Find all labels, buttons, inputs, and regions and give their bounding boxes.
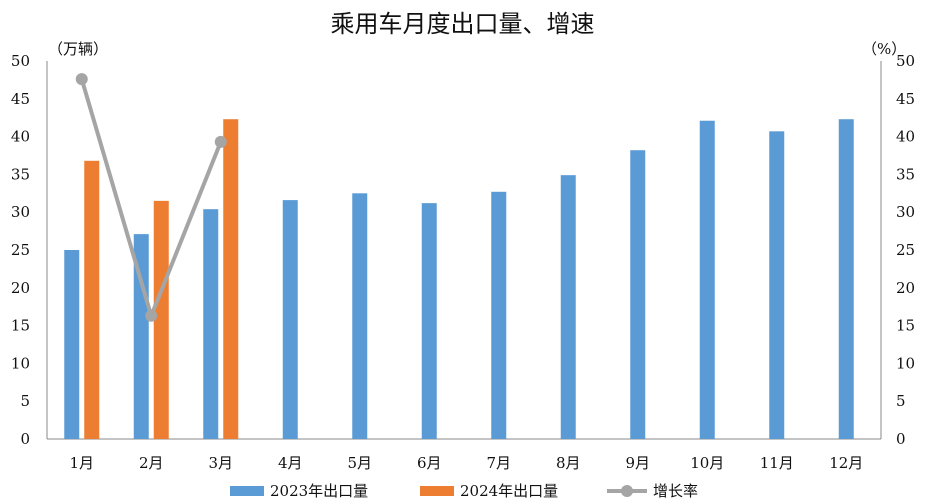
left-axis-unit: （万辆）	[48, 40, 109, 58]
chart-title: 乘用车月度出口量、增速	[330, 10, 595, 38]
legend-swatch-2023	[230, 485, 264, 496]
y-tick-label-right: 40	[896, 128, 915, 146]
right-axis-unit: （%）	[862, 40, 907, 58]
bar-2023	[203, 209, 219, 439]
bar-2023	[282, 200, 298, 439]
bar-2023	[838, 119, 854, 439]
x-tick-label: 6月	[417, 454, 442, 472]
x-tick-label: 5月	[347, 454, 372, 472]
y-tick-label-left: 15	[11, 317, 30, 335]
bar-2024	[153, 200, 169, 439]
legend-swatch-growth	[607, 484, 647, 497]
x-tick-label: 10月	[690, 454, 724, 472]
x-tick-label: 7月	[486, 454, 511, 472]
x-tick-label: 1月	[69, 454, 94, 472]
y-tick-label-right: 30	[896, 203, 915, 221]
y-tick-label-right: 5	[896, 392, 906, 410]
y-tick-label-left: 20	[11, 279, 30, 297]
y-tick-label-right: 10	[896, 354, 915, 372]
x-tick-label: 8月	[556, 454, 581, 472]
x-tick-label: 11月	[760, 454, 794, 472]
legend-swatch-2024	[420, 485, 454, 496]
legend-label-growth: 增长率	[653, 482, 699, 500]
bar-2024	[223, 119, 239, 439]
legend-label-2024: 2024年出口量	[460, 482, 559, 500]
bar-2023	[64, 250, 80, 439]
bar-2023	[769, 131, 785, 440]
x-tick-label: 9月	[625, 454, 650, 472]
y-tick-label-left: 35	[11, 165, 30, 183]
x-tick-label: 4月	[278, 454, 303, 472]
y-tick-label-left: 5	[20, 392, 30, 410]
growth-point	[145, 309, 158, 322]
y-tick-label-right: 50	[896, 52, 915, 70]
growth-point	[214, 135, 227, 148]
y-tick-label-left: 40	[11, 128, 30, 146]
growth-point	[75, 73, 88, 86]
y-tick-label-left: 50	[11, 52, 30, 70]
y-tick-label-right: 0	[896, 430, 906, 448]
bar-2023	[560, 175, 576, 439]
y-tick-label-left: 0	[20, 430, 30, 448]
legend-item-growth: 增长率	[607, 480, 698, 501]
y-tick-label-left: 45	[11, 90, 30, 108]
growth-line	[79, 78, 223, 318]
x-tick-label: 12月	[829, 454, 863, 472]
y-tick-label-right: 20	[896, 279, 915, 297]
legend-item-2023: 2023年出口量	[230, 480, 368, 501]
x-tick-label: 2月	[139, 454, 164, 472]
legend: 2023年出口量 2024年出口量 增长率	[0, 480, 925, 502]
y-tick-label-right: 25	[896, 241, 915, 259]
x-tick-label: 3月	[208, 454, 233, 472]
bar-2023	[133, 234, 149, 439]
y-tick-label-left: 10	[11, 354, 30, 372]
bar-2024	[84, 160, 100, 440]
y-tick-label-right: 35	[896, 165, 915, 183]
legend-label-2023: 2023年出口量	[270, 482, 369, 500]
legend-item-2024: 2024年出口量	[420, 480, 558, 501]
y-tick-label-right: 15	[896, 317, 915, 335]
bar-2023	[491, 191, 507, 439]
y-tick-label-right: 45	[896, 90, 915, 108]
bar-2023	[630, 150, 646, 439]
bar-2023	[352, 193, 368, 439]
bar-2023	[421, 203, 437, 439]
y-tick-label-left: 30	[11, 203, 30, 221]
y-tick-label-left: 25	[11, 241, 30, 259]
bar-2023	[699, 120, 715, 439]
